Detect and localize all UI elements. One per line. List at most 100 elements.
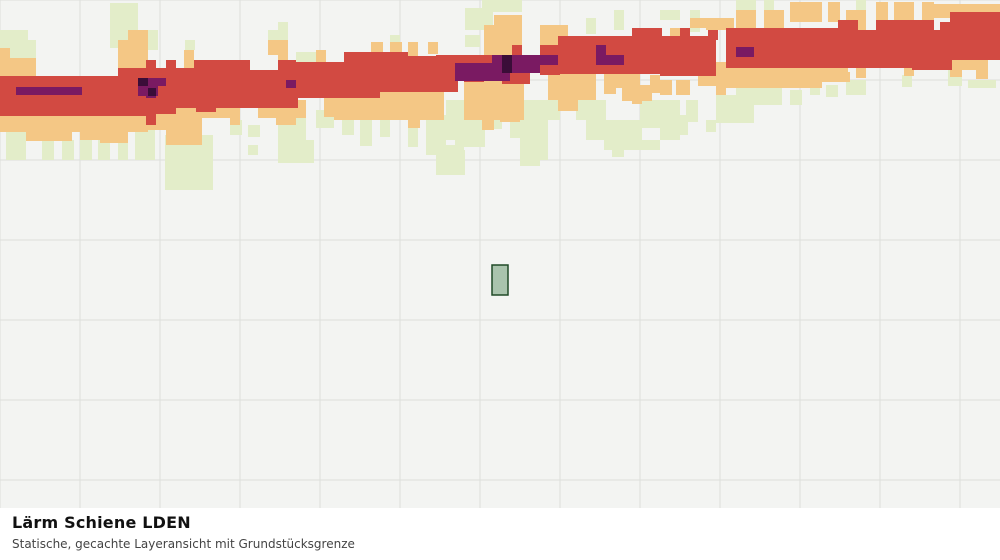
noise-cell-medium (184, 50, 194, 70)
noise-map[interactable] (0, 0, 1000, 508)
noise-cell-low (408, 125, 418, 147)
noise-cell-medium (0, 58, 36, 78)
noise-cell-low (248, 145, 258, 155)
noise-cell-low (118, 140, 128, 160)
noise-cell-medium (371, 42, 383, 54)
noise-cell-medium (856, 60, 866, 78)
noise-cell-medium (482, 110, 494, 130)
noise-cell-low (846, 80, 866, 95)
noise-cell-low (360, 118, 372, 146)
noise-cell-low (390, 35, 400, 47)
noise-cell-medium (894, 2, 914, 22)
noise-cell-high (838, 20, 858, 68)
noise-cell-low (278, 22, 288, 32)
noise-cell-high (512, 45, 522, 57)
noise-cell-low (614, 10, 624, 30)
noise-cell-very-high (596, 45, 606, 55)
noise-cell-high (296, 62, 344, 98)
noise-cell-low (826, 85, 838, 97)
noise-cell-low (80, 140, 92, 160)
noise-cell-low (548, 100, 560, 120)
noise-cell-very-high (138, 78, 166, 86)
noise-cell-very-high (16, 87, 82, 95)
noise-cell-low (660, 10, 680, 20)
noise-cell-medium (316, 50, 326, 65)
noise-cell-high (146, 110, 156, 125)
noise-cell-medium (764, 10, 784, 28)
noise-cell-very-high (512, 55, 558, 65)
noise-cell-low (6, 130, 26, 160)
noise-cell-medium (950, 65, 962, 77)
noise-cell-low (736, 0, 756, 12)
noise-cell-medium (706, 18, 734, 30)
noise-cell-medium (650, 75, 660, 93)
noise-cell-medium (876, 2, 888, 22)
noise-cell-low (42, 140, 54, 160)
noise-cell-high (344, 52, 380, 98)
noise-cell-extreme (138, 78, 148, 86)
noise-cell-extreme (502, 55, 512, 73)
noise-cell-low (856, 0, 866, 12)
noise-cell-low (790, 90, 802, 105)
noise-cell-very-high (512, 65, 540, 73)
noise-cell-low (640, 100, 680, 128)
noise-cell-high (708, 30, 718, 40)
noise-cell-low (98, 140, 110, 160)
noise-cell-medium (612, 70, 640, 88)
map-caption: Lärm Schiene LDEN Statische, gecachte La… (0, 508, 1000, 560)
noise-class-medium-layer (0, 2, 1000, 145)
noise-cell-medium (26, 125, 72, 141)
noise-cell-very-high (596, 55, 624, 65)
noise-cell-medium (230, 100, 240, 125)
noise-cell-medium (128, 30, 148, 50)
noise-cell-high (166, 60, 176, 75)
noise-cell-low (676, 115, 688, 135)
noise-cell-medium (828, 2, 840, 22)
noise-cell-high (950, 12, 1000, 60)
noise-cell-medium (632, 92, 642, 104)
noise-cell-high (194, 60, 250, 108)
noise-cell-medium (676, 80, 690, 95)
noise-cell-low (148, 30, 158, 50)
noise-cell-very-high (736, 47, 754, 57)
noise-cell-high (856, 30, 876, 68)
noise-cell-low (248, 125, 260, 137)
noise-cell-medium (100, 125, 128, 143)
noise-cell-high (278, 60, 296, 75)
noise-class-extreme-layer (138, 55, 512, 96)
noise-cell-medium (390, 42, 402, 54)
noise-cell-high (660, 36, 716, 76)
noise-cell-low (455, 115, 485, 147)
noise-cell-very-high (286, 80, 296, 88)
noise-cell-medium (380, 90, 444, 120)
noise-cell-low (604, 140, 660, 150)
noise-cell-low (380, 115, 390, 137)
parcel-boundary-layer (491, 264, 509, 296)
noise-cell-extreme (148, 88, 156, 96)
noise-cell-medium (820, 72, 850, 82)
noise-cell-medium (660, 80, 672, 95)
noise-cell-high (912, 30, 952, 70)
noise-cell-high (196, 108, 216, 112)
noise-cell-low (465, 8, 493, 30)
map-title: Lärm Schiene LDEN (12, 513, 191, 532)
noise-cell-low (520, 150, 540, 166)
noise-cell-low (278, 140, 314, 163)
noise-cell-high (250, 70, 298, 108)
noise-cell-low (686, 100, 698, 122)
noise-cell-low (576, 100, 606, 120)
noise-cell-low (586, 18, 596, 34)
noise-cell-low (482, 0, 522, 12)
noise-cell-low (660, 125, 680, 140)
noise-cell-low (455, 150, 465, 175)
noise-cell-high (378, 52, 408, 92)
noise-cell-high (680, 28, 690, 38)
noise-cell-low (586, 120, 642, 140)
noise-cell-low (612, 145, 624, 157)
noise-cell-medium (80, 125, 100, 140)
noise-cell-low (465, 35, 480, 47)
noise-cell-medium (276, 110, 296, 125)
noise-cell-high (176, 68, 196, 108)
noise-cell-low (296, 52, 316, 62)
noise-cell-medium (428, 42, 438, 54)
